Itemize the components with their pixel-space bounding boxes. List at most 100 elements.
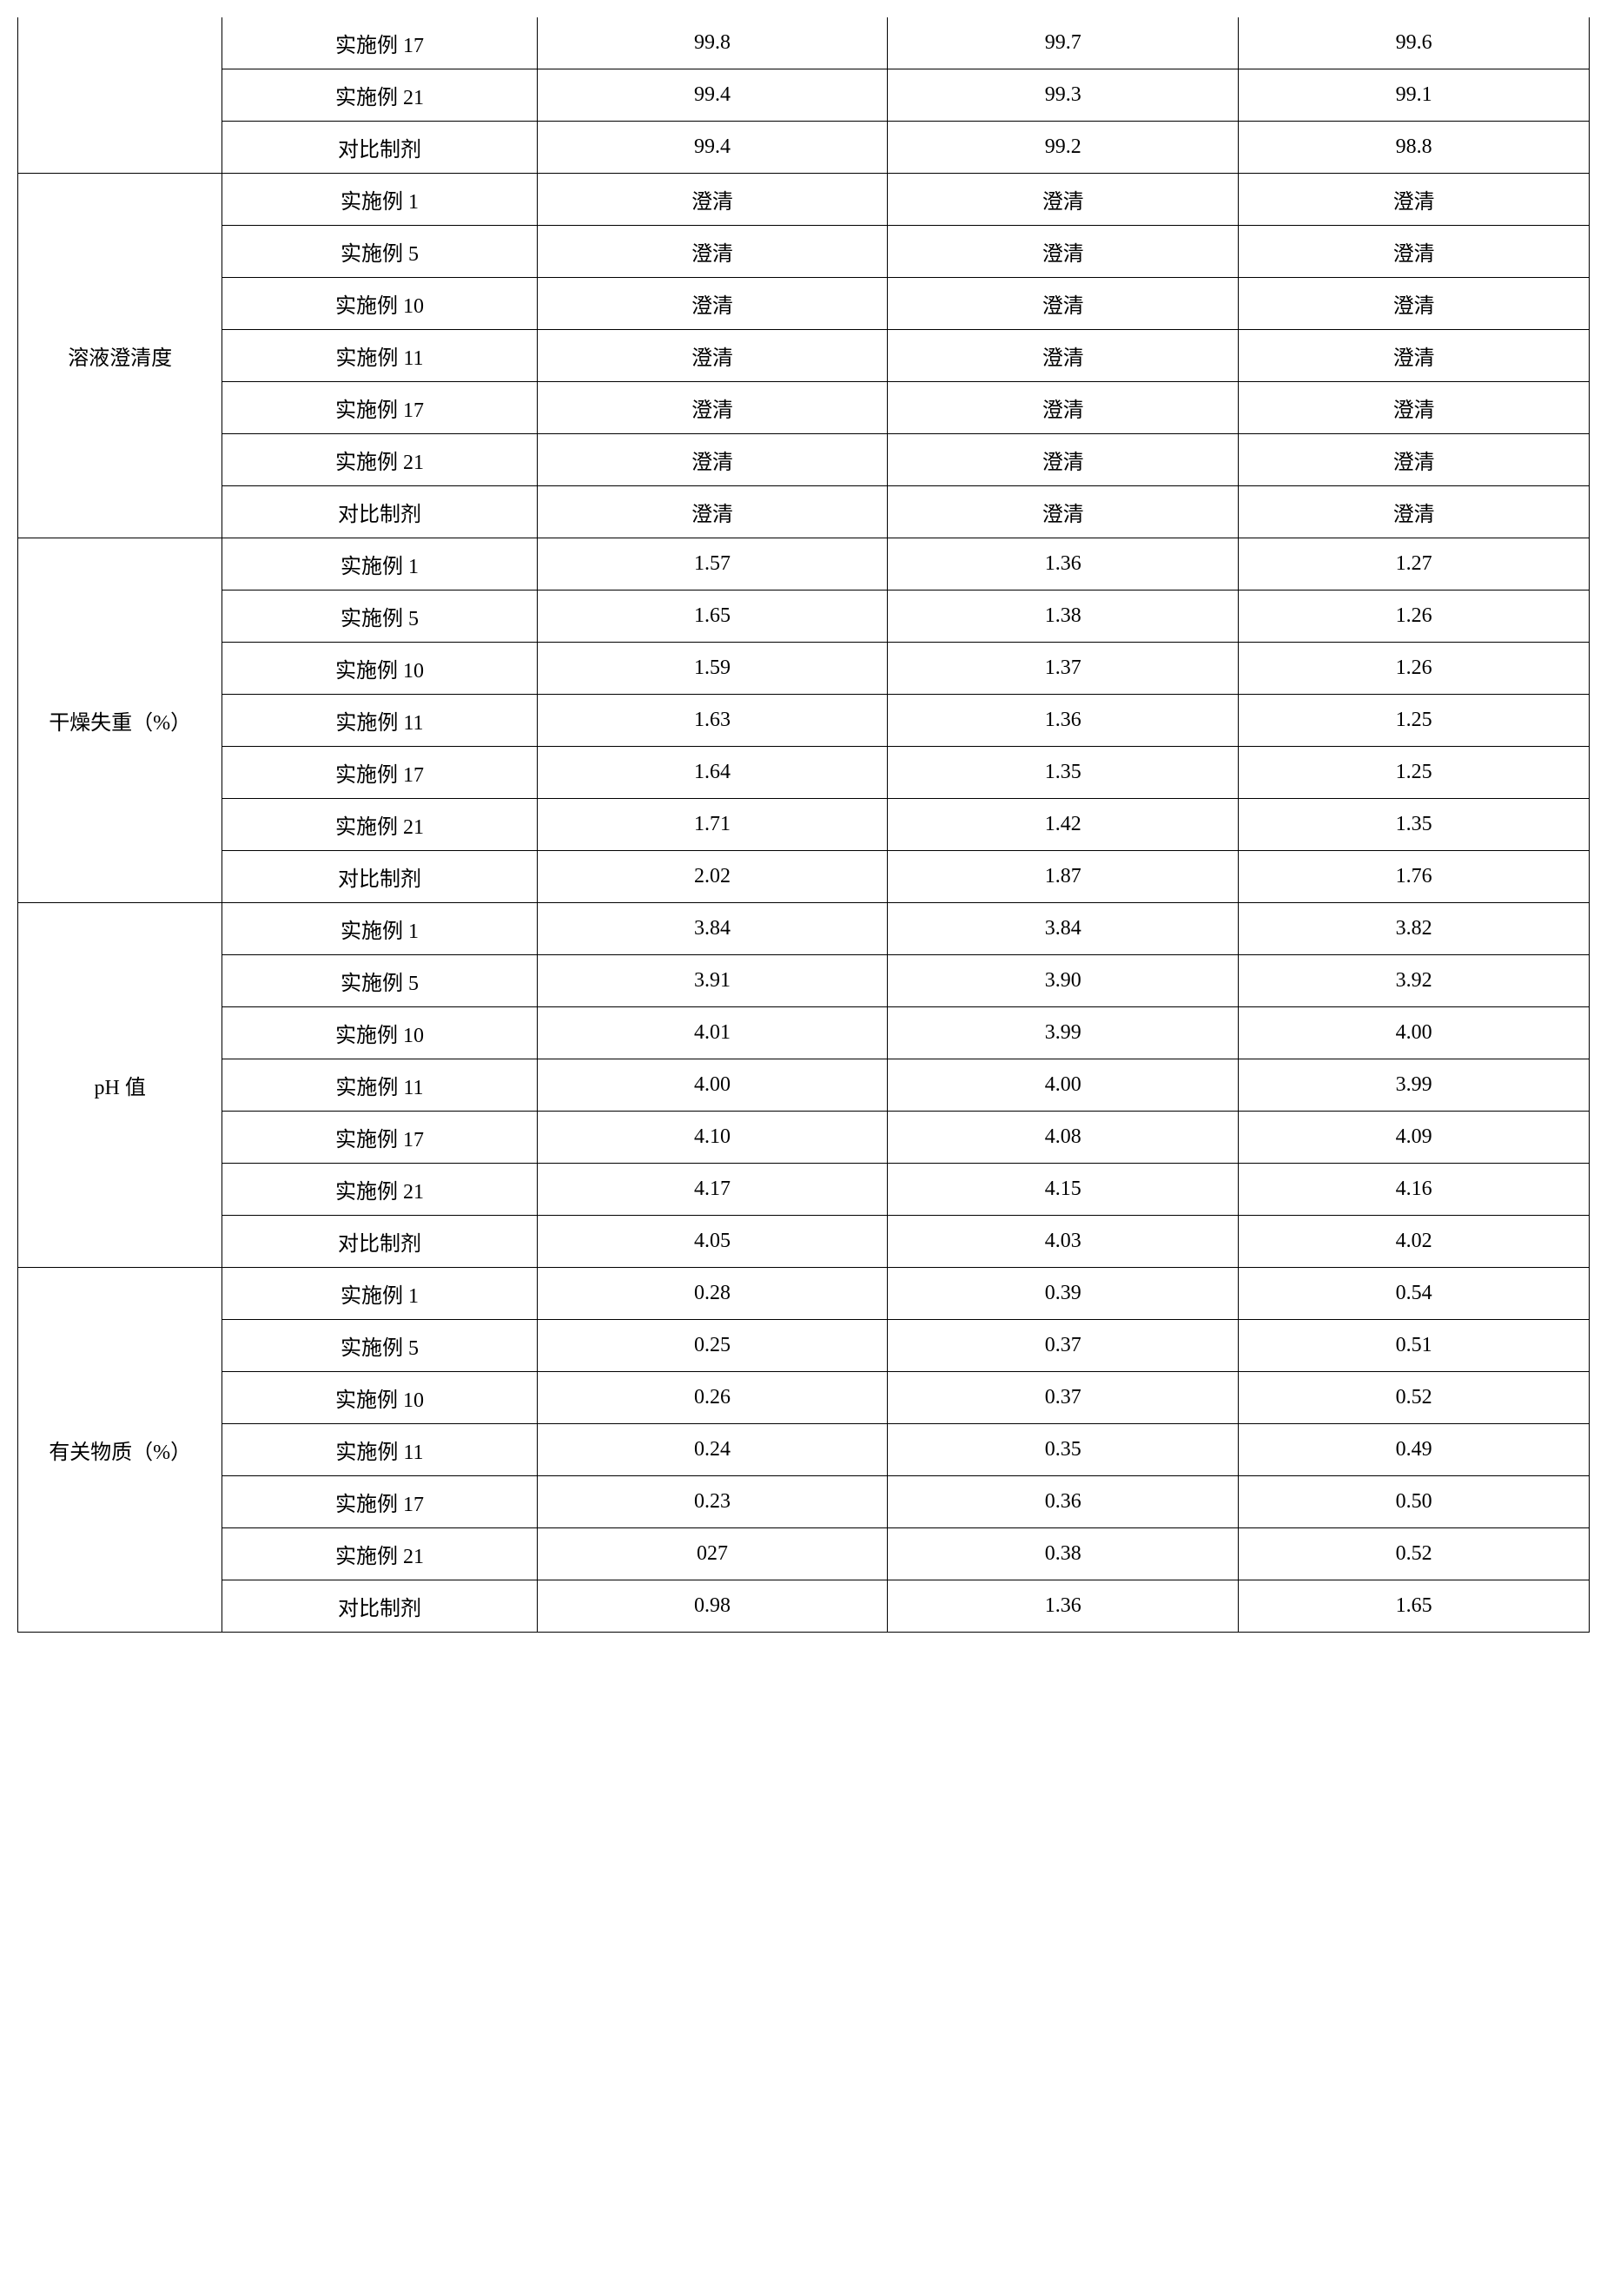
data-table: 实施例 1799.899.799.6实施例 2199.499.399.1对比制剂… xyxy=(17,17,1590,1633)
value-cell: 1.36 xyxy=(888,538,1239,590)
value-cell: 0.49 xyxy=(1239,1424,1590,1476)
value-cell: 0.38 xyxy=(888,1528,1239,1580)
table-row: 实施例 50.250.370.51 xyxy=(18,1320,1590,1372)
value-cell: 1.36 xyxy=(888,1580,1239,1633)
table-row: 溶液澄清度实施例 1澄清澄清澄清 xyxy=(18,174,1590,226)
value-cell: 澄清 xyxy=(888,330,1239,382)
value-cell: 4.01 xyxy=(537,1007,888,1059)
sample-cell: 实施例 11 xyxy=(222,1424,537,1476)
value-cell: 4.03 xyxy=(888,1216,1239,1268)
value-cell: 4.15 xyxy=(888,1164,1239,1216)
table-row: 实施例 170.230.360.50 xyxy=(18,1476,1590,1528)
sample-cell: 实施例 1 xyxy=(222,538,537,590)
value-cell: 1.25 xyxy=(1239,747,1590,799)
value-cell: 澄清 xyxy=(1239,330,1590,382)
table-row: 实施例 214.174.154.16 xyxy=(18,1164,1590,1216)
sample-cell: 实施例 21 xyxy=(222,1164,537,1216)
sample-cell: 实施例 17 xyxy=(222,1476,537,1528)
value-cell: 0.25 xyxy=(537,1320,888,1372)
value-cell: 0.54 xyxy=(1239,1268,1590,1320)
category-cell xyxy=(18,17,222,174)
table-row: 实施例 171.641.351.25 xyxy=(18,747,1590,799)
value-cell: 4.10 xyxy=(537,1112,888,1164)
table-row: 实施例 2199.499.399.1 xyxy=(18,69,1590,122)
category-cell: pH 值 xyxy=(18,903,222,1268)
sample-cell: 实施例 17 xyxy=(222,382,537,434)
table-row: 实施例 5澄清澄清澄清 xyxy=(18,226,1590,278)
sample-cell: 实施例 5 xyxy=(222,1320,537,1372)
sample-cell: 实施例 5 xyxy=(222,226,537,278)
table-row: 对比制剂0.981.361.65 xyxy=(18,1580,1590,1633)
sample-cell: 实施例 1 xyxy=(222,903,537,955)
table-body: 实施例 1799.899.799.6实施例 2199.499.399.1对比制剂… xyxy=(18,17,1590,1633)
value-cell: 0.39 xyxy=(888,1268,1239,1320)
sample-cell: 实施例 1 xyxy=(222,1268,537,1320)
sample-cell: 实施例 11 xyxy=(222,1059,537,1112)
value-cell: 99.6 xyxy=(1239,17,1590,69)
sample-cell: 实施例 17 xyxy=(222,747,537,799)
value-cell: 3.99 xyxy=(1239,1059,1590,1112)
table-row: 实施例 211.711.421.35 xyxy=(18,799,1590,851)
value-cell: 澄清 xyxy=(537,382,888,434)
value-cell: 澄清 xyxy=(537,174,888,226)
value-cell: 4.02 xyxy=(1239,1216,1590,1268)
value-cell: 0.50 xyxy=(1239,1476,1590,1528)
table-row: 实施例 51.651.381.26 xyxy=(18,590,1590,643)
value-cell: 澄清 xyxy=(888,226,1239,278)
value-cell: 0.37 xyxy=(888,1372,1239,1424)
table-row: 实施例 10澄清澄清澄清 xyxy=(18,278,1590,330)
sample-cell: 对比制剂 xyxy=(222,851,537,903)
value-cell: 澄清 xyxy=(888,486,1239,538)
table-row: 对比制剂2.021.871.76 xyxy=(18,851,1590,903)
value-cell: 3.84 xyxy=(888,903,1239,955)
value-cell: 4.08 xyxy=(888,1112,1239,1164)
value-cell: 4.05 xyxy=(537,1216,888,1268)
table-row: 实施例 21澄清澄清澄清 xyxy=(18,434,1590,486)
value-cell: 0.51 xyxy=(1239,1320,1590,1372)
sample-cell: 实施例 21 xyxy=(222,799,537,851)
sample-cell: 实施例 11 xyxy=(222,330,537,382)
sample-cell: 实施例 11 xyxy=(222,695,537,747)
category-cell: 干燥失重（%） xyxy=(18,538,222,903)
value-cell: 1.71 xyxy=(537,799,888,851)
value-cell: 1.27 xyxy=(1239,538,1590,590)
sample-cell: 实施例 17 xyxy=(222,17,537,69)
sample-cell: 实施例 10 xyxy=(222,1372,537,1424)
table-row: 实施例 174.104.084.09 xyxy=(18,1112,1590,1164)
sample-cell: 对比制剂 xyxy=(222,122,537,174)
table-row: 对比制剂4.054.034.02 xyxy=(18,1216,1590,1268)
value-cell: 1.65 xyxy=(1239,1580,1590,1633)
value-cell: 1.26 xyxy=(1239,643,1590,695)
value-cell: 3.91 xyxy=(537,955,888,1007)
sample-cell: 实施例 1 xyxy=(222,174,537,226)
value-cell: 澄清 xyxy=(537,226,888,278)
table-row: 实施例 104.013.994.00 xyxy=(18,1007,1590,1059)
table-row: 实施例 100.260.370.52 xyxy=(18,1372,1590,1424)
value-cell: 0.52 xyxy=(1239,1528,1590,1580)
value-cell: 1.26 xyxy=(1239,590,1590,643)
table-row: 实施例 53.913.903.92 xyxy=(18,955,1590,1007)
table-row: pH 值实施例 13.843.843.82 xyxy=(18,903,1590,955)
value-cell: 99.7 xyxy=(888,17,1239,69)
value-cell: 4.00 xyxy=(888,1059,1239,1112)
value-cell: 1.42 xyxy=(888,799,1239,851)
category-cell: 溶液澄清度 xyxy=(18,174,222,538)
table-row: 实施例 17澄清澄清澄清 xyxy=(18,382,1590,434)
sample-cell: 实施例 10 xyxy=(222,1007,537,1059)
category-cell: 有关物质（%） xyxy=(18,1268,222,1633)
value-cell: 1.65 xyxy=(537,590,888,643)
value-cell: 澄清 xyxy=(1239,486,1590,538)
value-cell: 澄清 xyxy=(888,382,1239,434)
sample-cell: 实施例 17 xyxy=(222,1112,537,1164)
value-cell: 澄清 xyxy=(537,434,888,486)
table-row: 对比制剂99.499.298.8 xyxy=(18,122,1590,174)
value-cell: 4.17 xyxy=(537,1164,888,1216)
value-cell: 99.1 xyxy=(1239,69,1590,122)
value-cell: 1.57 xyxy=(537,538,888,590)
value-cell: 1.87 xyxy=(888,851,1239,903)
table-row: 实施例 101.591.371.26 xyxy=(18,643,1590,695)
value-cell: 99.3 xyxy=(888,69,1239,122)
sample-cell: 实施例 21 xyxy=(222,434,537,486)
value-cell: 0.35 xyxy=(888,1424,1239,1476)
value-cell: 0.23 xyxy=(537,1476,888,1528)
